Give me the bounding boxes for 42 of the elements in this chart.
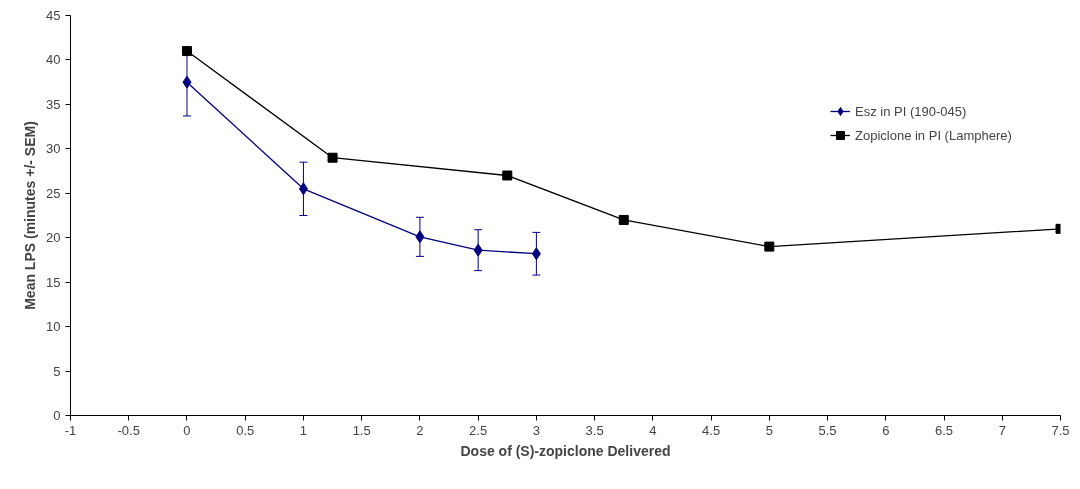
legend-label: Esz in PI (190-045) (855, 103, 967, 119)
x-tick-label: 4.5 (702, 422, 721, 438)
x-tick-label: 2.5 (469, 422, 488, 438)
point (618, 214, 629, 225)
y-tick-label: 35 (46, 96, 61, 112)
x-tick-label: 6 (882, 422, 890, 438)
x-tick-label: 4 (649, 422, 657, 438)
x-tick-label: 0.5 (236, 422, 255, 438)
y-tick-label: 45 (46, 8, 61, 23)
point (415, 230, 425, 244)
y-tick-label: 10 (46, 319, 61, 335)
x-tick-label: 2 (416, 422, 424, 438)
x-tick-label: 1 (299, 422, 308, 438)
y-tick-label: 30 (46, 141, 61, 157)
y-tick-label: 20 (46, 230, 61, 246)
y-tick-label: 40 (46, 52, 61, 68)
x-tick-label: 5.5 (818, 422, 837, 438)
x-tick-label: -0.5 (117, 422, 140, 438)
point (764, 241, 775, 252)
y-axis-title: Mean LPS (minutes +/- SEM) (22, 121, 39, 310)
x-tick-label: 6.5 (934, 422, 954, 438)
x-tick-label: 7.5 (1051, 422, 1070, 438)
y-tick-label: 0 (53, 408, 61, 423)
x-tick-label: 5 (765, 422, 773, 438)
point (531, 247, 541, 261)
x-tick-label: 1.5 (352, 422, 371, 438)
y-tick-label: 15 (46, 274, 61, 290)
y-tick-label: 25 (46, 185, 61, 201)
x-tick-label: 3 (532, 422, 540, 438)
point (182, 75, 192, 89)
y-tick-label: 5 (53, 363, 61, 379)
x-tick-label: -1 (64, 422, 77, 438)
point (502, 170, 513, 181)
point (473, 243, 483, 257)
point (327, 152, 338, 163)
x-axis-title: Dose of (S)-zopiclone Delivered (460, 442, 671, 459)
x-tick-label: 7 (998, 422, 1006, 438)
x-tick-label: 3.5 (585, 422, 604, 438)
point (181, 46, 192, 57)
x-tick-label: 0 (183, 422, 191, 438)
point (298, 182, 308, 196)
legend-label: Zopiclone in PI (Lamphere) (855, 127, 1012, 143)
